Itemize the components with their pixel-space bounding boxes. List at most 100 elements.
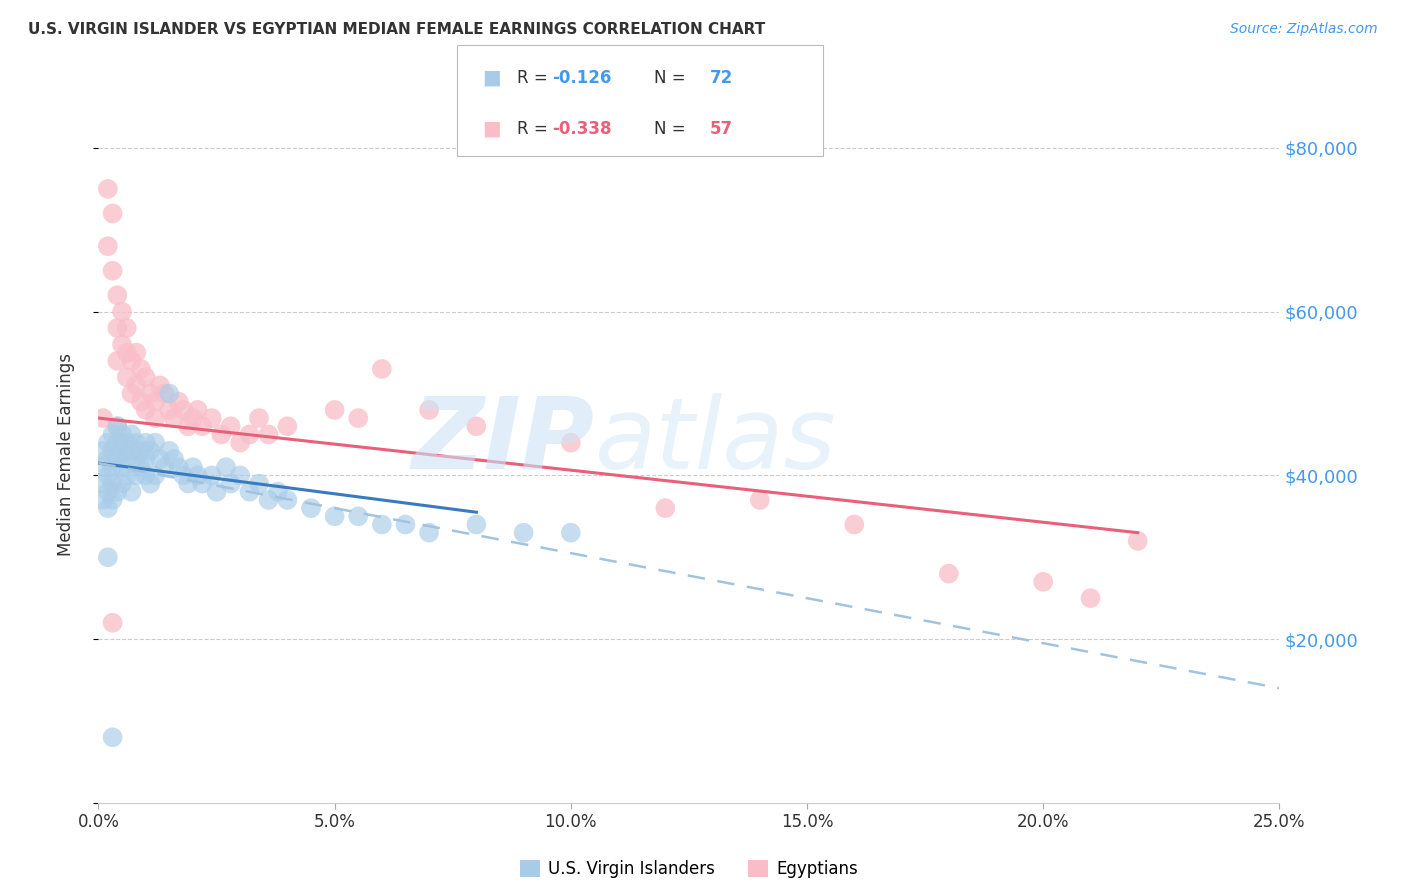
Point bbox=[163, 411, 186, 425]
Point bbox=[143, 468, 166, 483]
Point bbox=[97, 435, 120, 450]
Text: N =: N = bbox=[654, 69, 690, 87]
Point bbox=[191, 476, 214, 491]
Point bbox=[101, 460, 124, 475]
Point bbox=[111, 460, 134, 475]
Point bbox=[167, 394, 190, 409]
Point bbox=[153, 386, 176, 401]
Point bbox=[115, 345, 138, 359]
Point bbox=[121, 443, 143, 458]
Point bbox=[143, 411, 166, 425]
Point bbox=[143, 435, 166, 450]
Point bbox=[101, 443, 124, 458]
Point bbox=[97, 452, 120, 467]
Point bbox=[115, 370, 138, 384]
Point bbox=[105, 419, 128, 434]
Text: ▪: ▪ bbox=[481, 114, 502, 144]
Point bbox=[101, 615, 124, 630]
Point bbox=[105, 452, 128, 467]
Point bbox=[418, 525, 440, 540]
Point bbox=[105, 321, 128, 335]
Point bbox=[347, 411, 370, 425]
Point bbox=[257, 492, 280, 507]
Point bbox=[97, 468, 120, 483]
Point bbox=[135, 452, 157, 467]
Point bbox=[115, 321, 138, 335]
Point bbox=[219, 419, 242, 434]
Point bbox=[177, 419, 200, 434]
Point bbox=[1032, 574, 1054, 589]
Point bbox=[139, 386, 162, 401]
Point bbox=[115, 452, 138, 467]
Point bbox=[115, 435, 138, 450]
Point bbox=[163, 452, 186, 467]
Point bbox=[115, 468, 138, 483]
Point bbox=[111, 476, 134, 491]
Point bbox=[229, 468, 252, 483]
Point bbox=[105, 484, 128, 499]
Point bbox=[187, 468, 209, 483]
Point bbox=[91, 443, 114, 458]
Point bbox=[323, 403, 346, 417]
Point bbox=[91, 460, 114, 475]
Point bbox=[101, 476, 124, 491]
Point bbox=[1126, 533, 1149, 548]
Point bbox=[257, 427, 280, 442]
Point bbox=[125, 435, 148, 450]
Text: -0.338: -0.338 bbox=[553, 120, 612, 138]
Text: Source: ZipAtlas.com: Source: ZipAtlas.com bbox=[1230, 22, 1378, 37]
Text: N =: N = bbox=[654, 120, 690, 138]
Point bbox=[91, 476, 114, 491]
Point bbox=[157, 443, 180, 458]
Point bbox=[844, 517, 866, 532]
Point bbox=[121, 353, 143, 368]
Point bbox=[938, 566, 960, 581]
Text: ZIP: ZIP bbox=[412, 392, 595, 490]
Point bbox=[101, 206, 124, 220]
Point bbox=[560, 525, 582, 540]
Point bbox=[125, 345, 148, 359]
Point bbox=[157, 386, 180, 401]
Point bbox=[347, 509, 370, 524]
Point bbox=[247, 411, 270, 425]
Text: -0.126: -0.126 bbox=[553, 69, 612, 87]
Point bbox=[125, 452, 148, 467]
Point bbox=[129, 460, 152, 475]
Point bbox=[371, 517, 394, 532]
Point bbox=[97, 550, 120, 565]
Point bbox=[247, 476, 270, 491]
Point bbox=[135, 370, 157, 384]
Point bbox=[1080, 591, 1102, 606]
Point bbox=[418, 403, 440, 417]
Point bbox=[465, 517, 488, 532]
Point bbox=[181, 460, 204, 475]
Point bbox=[153, 460, 176, 475]
Point bbox=[101, 427, 124, 442]
Point bbox=[187, 403, 209, 417]
Point bbox=[97, 182, 120, 196]
Point bbox=[172, 468, 194, 483]
Point bbox=[323, 509, 346, 524]
Point bbox=[465, 419, 488, 434]
Point bbox=[143, 394, 166, 409]
Point bbox=[121, 427, 143, 442]
Point bbox=[239, 427, 262, 442]
Point bbox=[105, 353, 128, 368]
Point bbox=[191, 419, 214, 434]
Point bbox=[129, 443, 152, 458]
Point bbox=[201, 468, 224, 483]
Point bbox=[105, 288, 128, 302]
Point bbox=[299, 501, 322, 516]
Point bbox=[135, 403, 157, 417]
Point bbox=[748, 492, 770, 507]
Point bbox=[560, 435, 582, 450]
Text: R =: R = bbox=[517, 69, 554, 87]
Point bbox=[276, 492, 298, 507]
Point bbox=[139, 443, 162, 458]
Point bbox=[111, 337, 134, 351]
Point bbox=[149, 378, 172, 392]
Text: U.S. VIRGIN ISLANDER VS EGYPTIAN MEDIAN FEMALE EARNINGS CORRELATION CHART: U.S. VIRGIN ISLANDER VS EGYPTIAN MEDIAN … bbox=[28, 22, 765, 37]
Point bbox=[371, 362, 394, 376]
Point bbox=[125, 378, 148, 392]
Point bbox=[205, 484, 228, 499]
